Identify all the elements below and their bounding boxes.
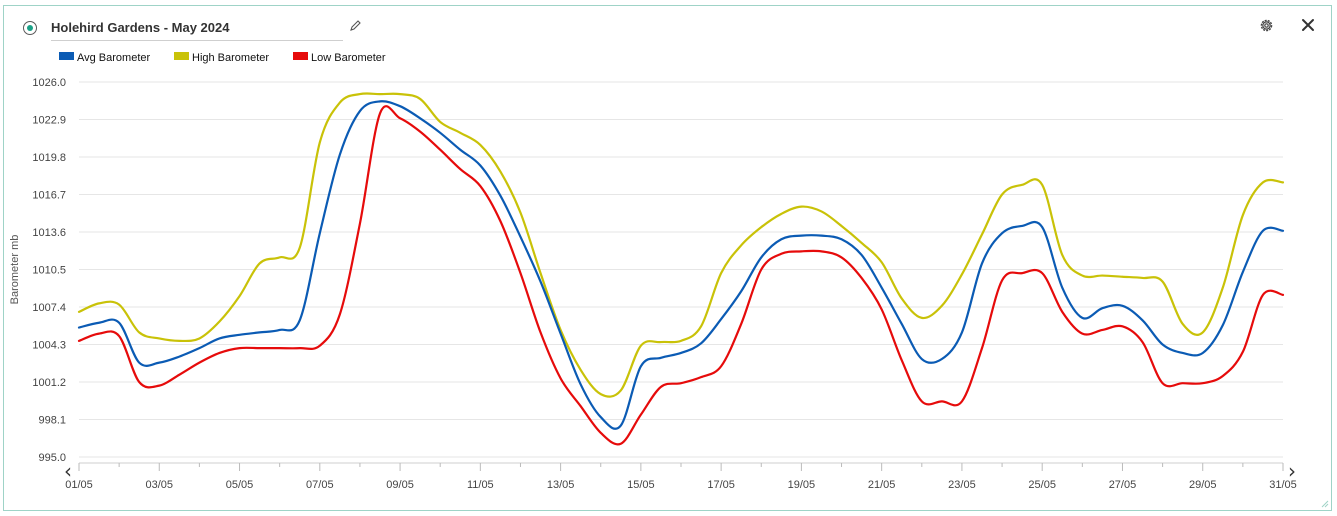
legend-item[interactable]: Avg Barometer <box>59 52 151 64</box>
x-tick-label: 01/05 <box>65 479 93 491</box>
chevron-right-icon[interactable]: › <box>1288 459 1296 483</box>
x-tick-label: 19/05 <box>788 479 816 491</box>
legend-swatch <box>174 52 189 60</box>
x-tick-label: 05/05 <box>226 479 254 491</box>
legend-swatch <box>293 52 308 60</box>
series-line-avg-barometer <box>77 100 1285 430</box>
chart-navigation: ‹ › <box>64 459 1296 483</box>
x-tick-label: 13/05 <box>547 479 575 491</box>
y-tick-label: 1013.6 <box>32 227 66 239</box>
grid <box>79 81 1283 458</box>
y-tick-label: 1010.5 <box>32 265 66 277</box>
resize-handle-icon[interactable] <box>1321 500 1329 508</box>
y-tick-label: 1004.3 <box>32 340 66 352</box>
x-tick-label: 15/05 <box>627 479 655 491</box>
series-line-high-barometer <box>77 92 1285 398</box>
y-tick-label: 998.1 <box>38 415 66 427</box>
x-tick-label: 29/05 <box>1189 479 1217 491</box>
y-axis-label: Barometer mb <box>9 235 21 305</box>
y-tick-label: 1022.9 <box>32 115 66 127</box>
widget-title[interactable]: Holehird Gardens - May 2024 <box>51 18 343 41</box>
x-tick-label: 21/05 <box>868 479 896 491</box>
pencil-icon[interactable] <box>348 19 362 33</box>
legend: Avg Barometer High Barometer Low Barometer <box>59 52 386 64</box>
legend-label: Low Barometer <box>311 52 386 64</box>
legend-label: Avg Barometer <box>77 52 151 64</box>
x-tick-label: 09/05 <box>386 479 414 491</box>
legend-label: High Barometer <box>192 52 269 64</box>
axes: 1026.0 1022.9 1019.8 1016.7 1013.6 1010.5 1007… <box>9 77 1297 491</box>
y-tick-label: 1001.2 <box>32 377 66 389</box>
gear-icon[interactable] <box>1258 17 1275 34</box>
legend-item[interactable]: Low Barometer <box>293 52 386 64</box>
barometer-chart: 1026.0 1022.9 1019.8 1016.7 1013.6 1010.5 1007… <box>9 52 1297 491</box>
y-tick-label: 1019.8 <box>32 152 66 164</box>
y-tick-label: 1026.0 <box>32 77 66 89</box>
widget-header: Holehird Gardens - May 2024 <box>4 6 1331 46</box>
x-tick-label: 07/05 <box>306 479 334 491</box>
x-tick-label: 27/05 <box>1109 479 1137 491</box>
series-line-low-barometer <box>77 105 1285 446</box>
series-lines <box>77 92 1285 446</box>
x-tick-label: 17/05 <box>707 479 735 491</box>
legend-item[interactable]: High Barometer <box>174 52 269 64</box>
x-tick-label: 23/05 <box>948 479 976 491</box>
legend-swatch <box>59 52 74 60</box>
x-tick-label: 31/05 <box>1269 479 1297 491</box>
x-tick-label: 25/05 <box>1028 479 1056 491</box>
close-icon[interactable] <box>1301 18 1315 32</box>
y-tick-label: 1016.7 <box>32 190 66 202</box>
y-tick-label: 995.0 <box>38 452 66 464</box>
chevron-left-icon[interactable]: ‹ <box>64 459 72 483</box>
x-tick-label: 03/05 <box>146 479 174 491</box>
radio-selected-icon[interactable] <box>23 21 37 35</box>
x-tick-label: 11/05 <box>467 479 494 491</box>
y-tick-label: 1007.4 <box>32 302 66 314</box>
chart-widget: 1026.0 1022.9 1019.8 1016.7 1013.6 1010.5 1007… <box>3 5 1332 511</box>
